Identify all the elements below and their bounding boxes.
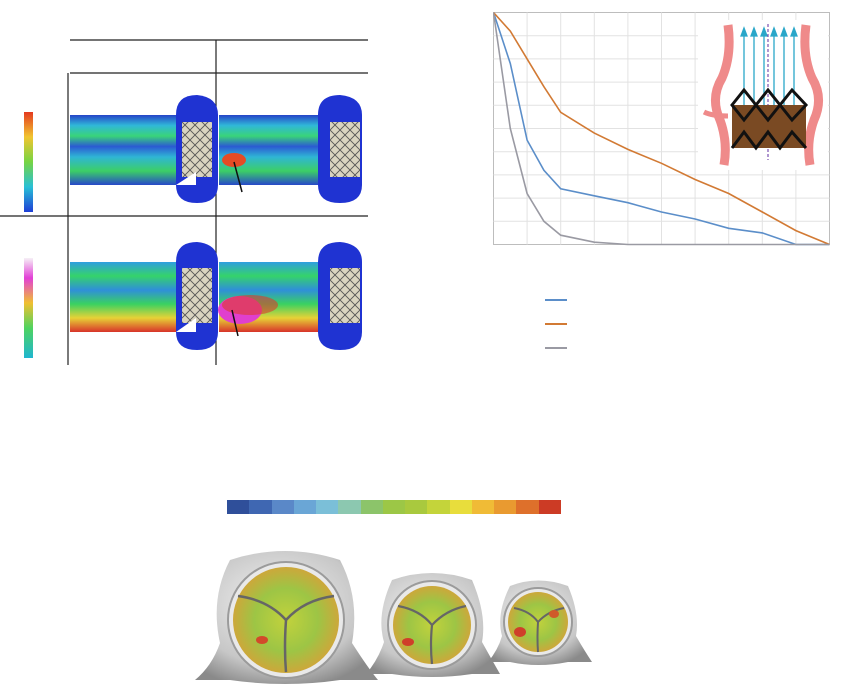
color-scale-swatch	[271, 500, 294, 514]
color-scale-swatch	[316, 500, 339, 514]
color-scale-swatch	[538, 500, 561, 514]
flow-field-r2c2	[218, 242, 362, 350]
stent-body	[732, 105, 806, 148]
color-scale-swatch	[227, 500, 250, 514]
color-scale-bar	[227, 500, 561, 514]
chart-legend	[545, 292, 575, 352]
color-scale-swatch	[494, 500, 517, 514]
color-scale-swatch	[516, 500, 539, 514]
legend-swatch-series-3	[545, 347, 567, 349]
color-scale-swatch	[471, 500, 495, 514]
stent-struts	[730, 87, 809, 123]
shear-stress-scale-bar	[24, 112, 33, 212]
flow-field-svg	[0, 39, 368, 365]
flow-grid-lines	[0, 39, 368, 365]
valve-medium	[366, 573, 500, 677]
chart-series-line-3	[493, 12, 830, 246]
legend-swatch-series-1	[545, 299, 567, 301]
valve-renderings	[190, 548, 610, 688]
flow-field-panel	[0, 0, 380, 370]
color-scale-swatch	[427, 500, 450, 514]
flow-field-r2c1	[70, 242, 218, 350]
color-scale-swatch	[360, 500, 383, 514]
color-scale-swatch	[449, 500, 472, 514]
flow-field-r1c2	[219, 95, 362, 203]
color-scale-swatch	[382, 500, 406, 514]
color-scale-swatch	[338, 500, 361, 514]
legend-swatch-series-2	[545, 323, 567, 325]
color-scale-swatch	[249, 500, 272, 514]
chart-series-line-2	[493, 12, 830, 246]
color-scale-swatch	[405, 500, 428, 514]
aortic-wall-left	[711, 24, 734, 166]
flow-field-r1c1	[70, 95, 218, 203]
residence-time-scale-bar	[24, 258, 33, 358]
aortic-wall-right	[800, 24, 823, 166]
valve-large	[195, 551, 378, 684]
color-scale-swatch	[293, 500, 317, 514]
valve-small	[488, 580, 592, 665]
valve-inset-illustration	[698, 20, 828, 170]
chart-series-line-1	[493, 12, 830, 246]
chart-series	[493, 12, 830, 246]
